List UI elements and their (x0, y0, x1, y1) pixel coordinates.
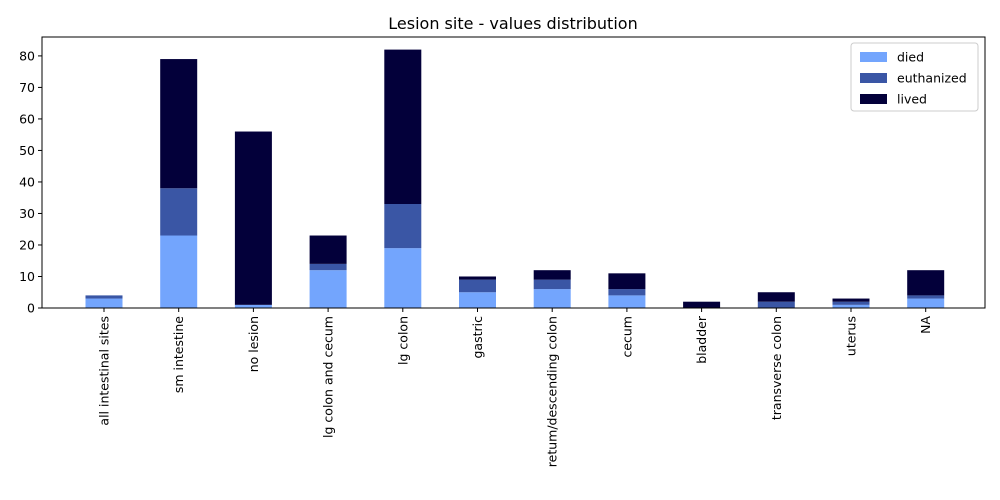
legend-swatch-lived (860, 94, 887, 104)
bar-euthanized-1 (160, 188, 198, 236)
x-tick-label: cecum (619, 316, 634, 358)
y-tick-label: 80 (19, 48, 35, 63)
x-tick-label: lg colon and cecum (321, 316, 336, 438)
bar-euthanized-5 (459, 279, 496, 293)
bar-lived-7 (608, 273, 646, 290)
bar-euthanized-4 (384, 204, 422, 249)
x-tick-label: bladder (694, 315, 709, 364)
y-tick-label: 0 (27, 301, 35, 316)
bar-lived-4 (384, 49, 422, 205)
legend: died euthanized lived (850, 42, 979, 112)
bar-lived-9 (757, 292, 795, 302)
axes-layer: 0 10 20 30 40 50 60 70 80 all intestinal sites sm … (19, 36, 986, 467)
x-tick-label: NA (918, 316, 933, 334)
x-tick-label: no lesion (246, 316, 261, 372)
bar-lived-10 (832, 298, 870, 302)
y-tick-label: 30 (19, 206, 35, 221)
bar-lived-5 (459, 276, 496, 280)
legend-label-lived: lived (897, 92, 927, 107)
legend-swatch-euthanized (860, 73, 887, 83)
bar-lived-3 (309, 235, 347, 264)
bar-died-1 (160, 235, 198, 308)
x-tick-label: sm intestine (171, 316, 186, 393)
bar-died-7 (608, 295, 646, 308)
bar-lived-6 (533, 270, 571, 280)
plot-frame (41, 36, 986, 309)
legend-swatch-died (860, 52, 887, 62)
bar-died-11 (907, 298, 945, 308)
x-tick-label: gastric (470, 316, 485, 359)
x-tick-label: uterus (844, 316, 859, 356)
bar-lived-8 (683, 301, 721, 308)
y-tick-label: 60 (19, 111, 35, 126)
bar-died-3 (309, 270, 347, 308)
bar-lived-1 (160, 59, 198, 189)
bar-euthanized-7 (608, 289, 646, 296)
x-tick-label: retum/descending colon (545, 316, 560, 467)
bar-lived-2 (234, 131, 272, 305)
x-tick-label: lg colon (395, 316, 410, 365)
bars-layer (85, 49, 945, 308)
x-tick-label: transverse colon (769, 316, 784, 420)
bar-euthanized-0 (85, 295, 123, 299)
bar-died-5 (459, 292, 496, 308)
y-tick-label: 40 (19, 174, 35, 189)
y-tick-label: 20 (19, 237, 35, 252)
bar-lived-11 (907, 270, 945, 296)
bar-euthanized-11 (907, 295, 945, 299)
chart-title: Lesion site - values distribution (388, 14, 637, 33)
bar-died-6 (533, 289, 571, 308)
x-tick-label: all intestinal sites (97, 316, 112, 426)
bar-died-10 (832, 304, 870, 308)
y-tick-label: 10 (19, 269, 35, 284)
y-tick-label: 50 (19, 143, 35, 158)
bar-euthanized-6 (533, 279, 571, 290)
bar-euthanized-3 (309, 263, 347, 271)
bar-euthanized-9 (757, 301, 795, 308)
bar-died-2 (234, 304, 272, 308)
bar-died-0 (85, 298, 123, 308)
y-tick-label: 70 (19, 80, 35, 95)
bar-died-4 (384, 248, 422, 308)
legend-label-euthanized: euthanized (897, 71, 967, 86)
bar-euthanized-10 (832, 301, 870, 305)
legend-label-died: died (897, 50, 924, 65)
